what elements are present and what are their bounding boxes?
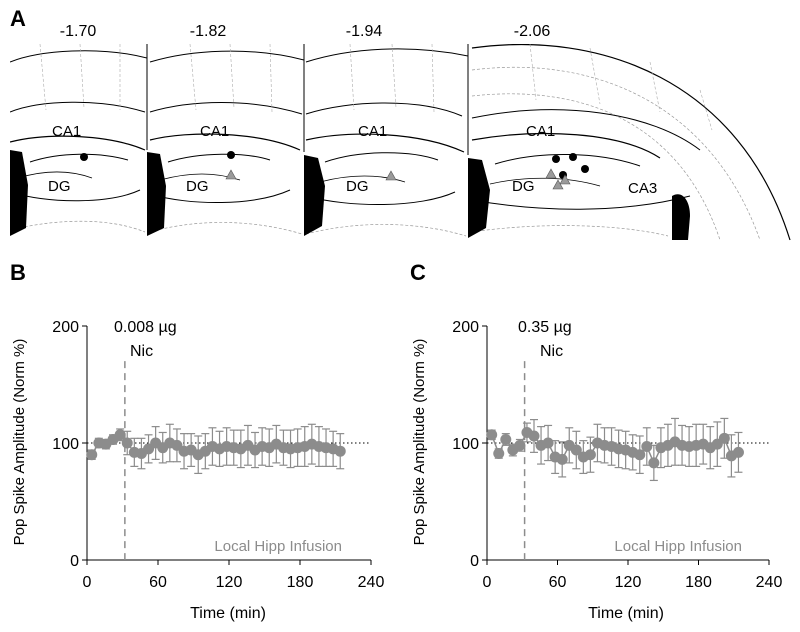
x-tick-label: 120 <box>216 574 243 591</box>
x-tick-label: 240 <box>358 574 385 591</box>
section-2-coord: -1.82 <box>190 23 227 40</box>
brain-section-3 <box>304 44 468 237</box>
data-point <box>718 432 730 444</box>
panel-b-drug-label: Nic <box>130 343 153 360</box>
data-point <box>121 437 133 449</box>
panel-c-xlabel: Time (min) <box>588 605 664 622</box>
recording-site-triangle <box>552 179 564 190</box>
y-tick-label: 0 <box>470 553 479 570</box>
y-tick-label: 200 <box>52 319 79 336</box>
x-tick-label: 60 <box>149 574 167 591</box>
data-point <box>570 444 582 456</box>
y-tick-label: 100 <box>52 436 79 453</box>
x-tick-label: 180 <box>287 574 314 591</box>
brain-section-1 <box>10 44 147 236</box>
recording-site-triangle <box>385 170 397 181</box>
recording-site-circle <box>80 153 88 161</box>
data-point <box>732 446 744 458</box>
data-point <box>493 448 505 460</box>
brain-section-4 <box>468 44 791 241</box>
panel-b-xlabel: Time (min) <box>190 605 266 622</box>
y-tick-label: 200 <box>452 319 479 336</box>
x-tick-label: 0 <box>483 574 492 591</box>
brain-section-2 <box>147 44 304 236</box>
panel-b-dose-label: 0.008 µg <box>114 319 177 336</box>
chart-panel-c: C Pop Spike Amplitude (Norm %) Time (min… <box>410 260 782 622</box>
panel-b-label: B <box>10 260 26 285</box>
data-point <box>634 449 646 461</box>
x-tick-label: 0 <box>83 574 92 591</box>
section-1-dg-label: DG <box>48 178 71 195</box>
recording-site-circle <box>227 151 235 159</box>
section-4-ca3-label: CA3 <box>628 180 657 197</box>
section-1-ca1-label: CA1 <box>52 123 81 140</box>
y-tick-label: 100 <box>452 436 479 453</box>
panel-c-label: C <box>410 260 426 285</box>
panel-a: A -1.70 CA1 DG <box>10 6 791 241</box>
data-point <box>86 449 98 461</box>
recording-site-triangle <box>559 174 571 185</box>
x-tick-label: 60 <box>549 574 567 591</box>
x-tick-label: 180 <box>685 574 712 591</box>
recording-site-triangle <box>225 169 237 180</box>
section-2-ca1-label: CA1 <box>200 123 229 140</box>
recording-site-circle <box>552 155 560 163</box>
recording-site-circle <box>581 165 589 173</box>
panel-c-dose-label: 0.35 µg <box>518 319 572 336</box>
panel-b-ylabel: Pop Spike Amplitude (Norm %) <box>11 339 28 546</box>
x-tick-label: 120 <box>615 574 642 591</box>
panel-b-annotation: Local Hipp Infusion <box>214 538 342 555</box>
data-point <box>648 457 660 469</box>
panel-a-label: A <box>10 6 26 31</box>
chart-panel-b: B Pop Spike Amplitude (Norm %) Time (min… <box>10 260 384 622</box>
data-point <box>528 430 540 442</box>
section-4-coord: -2.06 <box>514 23 551 40</box>
data-point <box>114 429 126 441</box>
panel-c-drug-label: Nic <box>540 343 563 360</box>
panel-c-ylabel: Pop Spike Amplitude (Norm %) <box>411 339 428 546</box>
data-point <box>500 433 512 445</box>
recording-site-triangle <box>545 168 557 179</box>
y-tick-label: 0 <box>70 553 79 570</box>
section-2-dg-label: DG <box>186 178 209 195</box>
section-1-coord: -1.70 <box>60 23 97 40</box>
data-point <box>542 437 554 449</box>
data-point <box>334 445 346 457</box>
section-3-coord: -1.94 <box>346 23 383 40</box>
data-point <box>556 453 568 465</box>
section-3-ca1-label: CA1 <box>358 123 387 140</box>
recording-site-circle <box>569 153 577 161</box>
panel-c-annotation: Local Hipp Infusion <box>614 538 742 555</box>
brain-section-1-border <box>10 44 147 241</box>
data-point <box>641 441 653 453</box>
data-point <box>514 439 526 451</box>
x-tick-label: 240 <box>756 574 783 591</box>
section-3-dg-label: DG <box>346 178 369 195</box>
data-point <box>584 449 596 461</box>
data-point <box>486 429 498 441</box>
section-4-dg-label: DG <box>512 178 535 195</box>
section-4-ca1-label: CA1 <box>526 123 555 140</box>
